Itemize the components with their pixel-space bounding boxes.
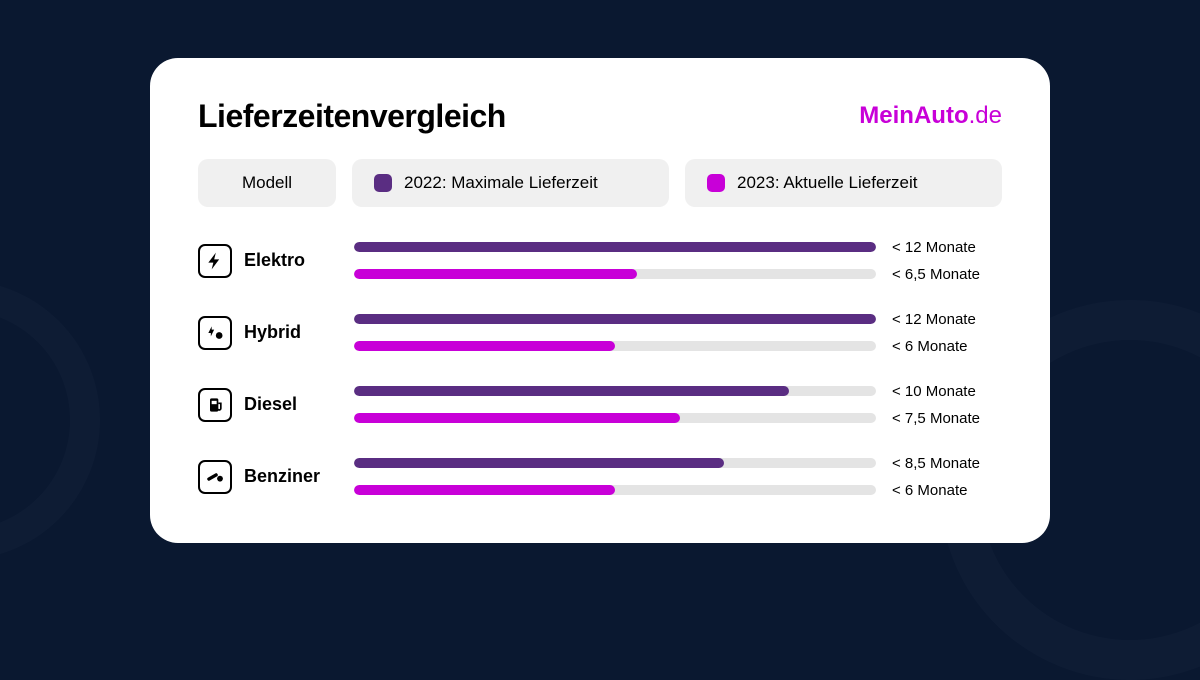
hybrid-icon [198, 316, 232, 350]
bolt-icon [198, 244, 232, 278]
row-label: Benziner [198, 460, 336, 494]
value-2023: < 6 Monate [892, 482, 1002, 499]
row-name: Diesel [244, 394, 297, 415]
page-title: Lieferzeitenvergleich [198, 98, 506, 135]
brand-part-mein: Mein [859, 102, 914, 129]
legend-row: Modell 2022: Maximale Lieferzeit 2023: A… [198, 159, 1002, 207]
rows-container: Elektro < 12 Monate < 6,5 Monate Hybrid < 12… [198, 239, 1002, 499]
bar-2022: < 10 Monate [354, 383, 1002, 400]
value-2022: < 10 Monate [892, 383, 1002, 400]
value-2022: < 8,5 Monate [892, 455, 1002, 472]
bar-2023: < 6 Monate [354, 338, 1002, 355]
bar-2023: < 6,5 Monate [354, 266, 1002, 283]
brand-part-de: .de [969, 102, 1002, 129]
data-row: Hybrid < 12 Monate < 6 Monate [198, 311, 1002, 355]
legend-2022-swatch [374, 174, 392, 192]
bar-track [354, 314, 876, 324]
header-row: Lieferzeitenvergleich MeinAuto.de [198, 98, 1002, 135]
value-2022: < 12 Monate [892, 239, 1002, 256]
bar-2022: < 8,5 Monate [354, 455, 1002, 472]
legend-2023-label: 2023: Aktuelle Lieferzeit [737, 173, 918, 193]
bar-fill-2023 [354, 485, 615, 495]
bar-fill-2023 [354, 269, 637, 279]
comparison-card: Lieferzeitenvergleich MeinAuto.de Modell… [150, 58, 1050, 543]
bar-fill-2023 [354, 341, 615, 351]
row-name: Hybrid [244, 322, 301, 343]
legend-2022: 2022: Maximale Lieferzeit [352, 159, 669, 207]
value-2023: < 6 Monate [892, 338, 1002, 355]
legend-2023: 2023: Aktuelle Lieferzeit [685, 159, 1002, 207]
fuel-icon [198, 388, 232, 422]
data-row: Elektro < 12 Monate < 6,5 Monate [198, 239, 1002, 283]
brand-logo: MeinAuto.de [859, 102, 1002, 130]
row-name: Benziner [244, 466, 320, 487]
bar-2022: < 12 Monate [354, 311, 1002, 328]
legend-2023-swatch [707, 174, 725, 192]
bar-fill-2022 [354, 458, 724, 468]
bar-2023: < 7,5 Monate [354, 410, 1002, 427]
bar-fill-2022 [354, 242, 876, 252]
bar-track [354, 458, 876, 468]
bar-track [354, 269, 876, 279]
legend-2022-label: 2022: Maximale Lieferzeit [404, 173, 598, 193]
bars-column: < 12 Monate < 6 Monate [354, 311, 1002, 355]
legend-modell: Modell [198, 159, 336, 207]
bar-track [354, 386, 876, 396]
bar-2023: < 6 Monate [354, 482, 1002, 499]
bar-2022: < 12 Monate [354, 239, 1002, 256]
value-2023: < 6,5 Monate [892, 266, 1002, 283]
bar-track [354, 485, 876, 495]
brand-part-auto: Auto [914, 102, 969, 129]
bar-track [354, 413, 876, 423]
row-label: Hybrid [198, 316, 336, 350]
row-label: Elektro [198, 244, 336, 278]
value-2023: < 7,5 Monate [892, 410, 1002, 427]
bar-track [354, 341, 876, 351]
legend-modell-label: Modell [242, 173, 292, 193]
gas-icon [198, 460, 232, 494]
bar-fill-2022 [354, 386, 789, 396]
bars-column: < 8,5 Monate < 6 Monate [354, 455, 1002, 499]
data-row: Diesel < 10 Monate < 7,5 Monate [198, 383, 1002, 427]
row-label: Diesel [198, 388, 336, 422]
bar-fill-2023 [354, 413, 680, 423]
data-row: Benziner < 8,5 Monate < 6 Monate [198, 455, 1002, 499]
bars-column: < 12 Monate < 6,5 Monate [354, 239, 1002, 283]
row-name: Elektro [244, 250, 305, 271]
bar-fill-2022 [354, 314, 876, 324]
bars-column: < 10 Monate < 7,5 Monate [354, 383, 1002, 427]
value-2022: < 12 Monate [892, 311, 1002, 328]
bar-track [354, 242, 876, 252]
